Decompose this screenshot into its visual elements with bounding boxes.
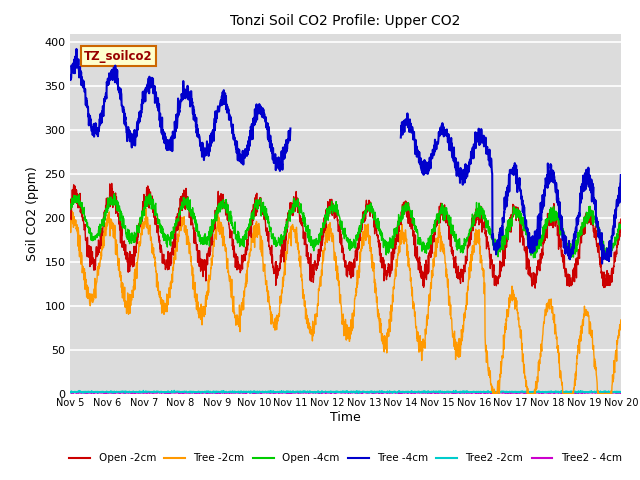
X-axis label: Time: Time — [330, 411, 361, 424]
Y-axis label: Soil CO2 (ppm): Soil CO2 (ppm) — [26, 166, 39, 261]
Legend: Open -2cm, Tree -2cm, Open -4cm, Tree -4cm, Tree2 -2cm, Tree2 - 4cm: Open -2cm, Tree -2cm, Open -4cm, Tree -4… — [65, 449, 626, 468]
Text: TZ_soilco2: TZ_soilco2 — [84, 50, 153, 63]
Title: Tonzi Soil CO2 Profile: Upper CO2: Tonzi Soil CO2 Profile: Upper CO2 — [230, 14, 461, 28]
